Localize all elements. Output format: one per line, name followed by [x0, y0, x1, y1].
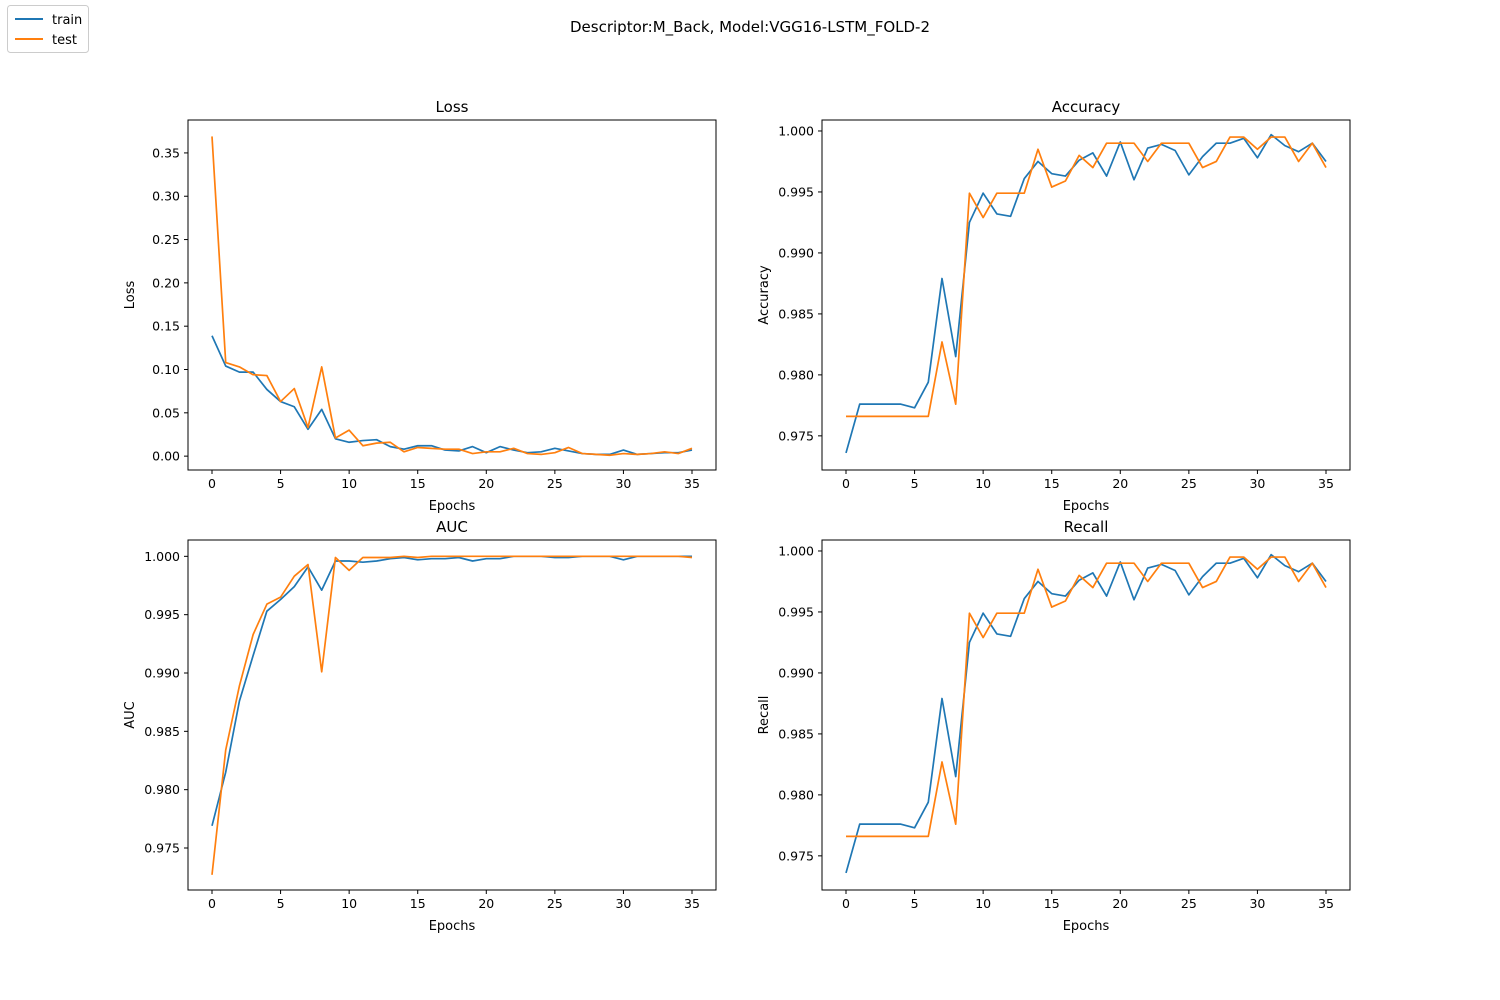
accuracy-series-test-line [846, 136, 1327, 418]
auc-xtick-label: 0 [208, 896, 216, 911]
auc-ytick-label: 0.980 [144, 782, 180, 797]
auc-xtick-label: 25 [547, 896, 563, 911]
loss-ylabel: Loss [123, 281, 138, 310]
auc-axes-frame [187, 539, 717, 891]
recall-ylabel: Recall [757, 696, 772, 735]
recall-xtick-label: 0 [842, 896, 850, 911]
auc-ylabel: AUC [123, 701, 138, 729]
loss-series-train-line [211, 335, 693, 456]
loss-ytick-label: 0.15 [152, 319, 180, 334]
accuracy-ytick-label: 0.985 [778, 306, 814, 321]
auc-xtick-label: 20 [478, 896, 494, 911]
recall-xtick-label: 25 [1181, 896, 1197, 911]
legend-train-label: train [52, 13, 82, 28]
auc-ytick-label: 0.985 [144, 724, 180, 739]
accuracy-xlabel: Epochs [1063, 499, 1110, 514]
accuracy-ytick-label: 0.975 [778, 428, 814, 443]
recall-title: Recall [1064, 518, 1109, 536]
auc-series-test-line [211, 555, 693, 875]
loss-title: Loss [436, 98, 469, 116]
recall-axes-frame [821, 539, 1351, 891]
recall-xtick-label: 35 [1318, 896, 1334, 911]
auc-xtick-label: 5 [277, 896, 285, 911]
accuracy-panel: Accuracy 0 5 10 15 20 25 30 35 0.975 0.980 0.985 0.9… [757, 98, 1351, 514]
legend-test-label: test [52, 33, 77, 48]
recall-ytick-label: 1.000 [778, 543, 814, 558]
auc-xlabel: Epochs [429, 919, 476, 934]
recall-xlabel: Epochs [1063, 919, 1110, 934]
accuracy-ytick-label: 0.990 [778, 245, 814, 260]
loss-ytick-label: 0.00 [152, 449, 180, 464]
legend: train test [7, 5, 89, 53]
accuracy-xtick-label: 20 [1112, 476, 1128, 491]
figure-suptitle: Descriptor:M_Back, Model:VGG16-LSTM_FOLD… [570, 18, 930, 37]
loss-xtick-label: 20 [478, 476, 494, 491]
auc-ytick-label: 0.990 [144, 666, 180, 681]
auc-ytick-label: 0.975 [144, 841, 180, 856]
recall-ytick-label: 0.975 [778, 848, 814, 863]
accuracy-xtick-label: 5 [911, 476, 919, 491]
loss-ytick-label: 0.30 [152, 189, 180, 204]
auc-title: AUC [436, 518, 468, 536]
loss-xtick-label: 35 [684, 476, 700, 491]
loss-axes-frame [187, 119, 717, 471]
recall-xtick-label: 20 [1112, 896, 1128, 911]
recall-panel: Recall 0 5 10 15 20 25 30 35 0.975 0.980 0.985 0.990… [757, 518, 1351, 934]
recall-series-train-line [845, 553, 1327, 874]
accuracy-xtick-label: 30 [1249, 476, 1265, 491]
accuracy-ytick-label: 1.000 [778, 123, 814, 138]
auc-panel: AUC 0 5 10 15 20 25 30 35 0.975 0.980 0.985 0.990 0.9… [123, 518, 717, 934]
loss-ytick-label: 0.10 [152, 362, 180, 377]
loss-xtick-label: 30 [615, 476, 631, 491]
legend-frame [7, 5, 89, 53]
loss-series-test-line [211, 136, 693, 457]
auc-xtick-label: 15 [410, 896, 426, 911]
accuracy-ytick-label: 0.995 [778, 184, 814, 199]
loss-xtick-label: 5 [277, 476, 285, 491]
loss-panel: Loss 0 5 10 15 20 25 30 35 0.00 0.05 0.10 0.15 0.20 0.… [123, 98, 717, 514]
recall-ytick-label: 0.995 [778, 604, 814, 619]
loss-xlabel: Epochs [429, 499, 476, 514]
auc-xtick-label: 10 [341, 896, 357, 911]
auc-ytick-label: 0.995 [144, 607, 180, 622]
recall-xtick-label: 15 [1044, 896, 1060, 911]
loss-xtick-label: 0 [208, 476, 216, 491]
recall-xtick-label: 10 [975, 896, 991, 911]
auc-ytick-label: 1.000 [144, 549, 180, 564]
recall-xtick-label: 30 [1249, 896, 1265, 911]
accuracy-ytick-label: 0.980 [778, 367, 814, 382]
recall-ytick-label: 0.990 [778, 665, 814, 680]
chart-panels: Loss 0 5 10 15 20 25 30 35 0.00 0.05 0.10 0.15 0.20 0.… [123, 98, 1351, 934]
accuracy-xtick-label: 0 [842, 476, 850, 491]
recall-xtick-label: 5 [911, 896, 919, 911]
loss-xtick-label: 25 [547, 476, 563, 491]
auc-xtick-label: 30 [615, 896, 631, 911]
loss-xtick-label: 15 [410, 476, 426, 491]
accuracy-title: Accuracy [1052, 98, 1121, 116]
accuracy-xtick-label: 15 [1044, 476, 1060, 491]
loss-ytick-label: 0.35 [152, 145, 180, 160]
accuracy-axes-frame [821, 119, 1351, 471]
accuracy-xtick-label: 35 [1318, 476, 1334, 491]
accuracy-ylabel: Accuracy [757, 265, 772, 325]
loss-ytick-label: 0.20 [152, 275, 180, 290]
loss-ytick-label: 0.25 [152, 232, 180, 247]
accuracy-xtick-label: 25 [1181, 476, 1197, 491]
auc-xtick-label: 35 [684, 896, 700, 911]
recall-ytick-label: 0.980 [778, 787, 814, 802]
loss-ytick-label: 0.05 [152, 405, 180, 420]
recall-ytick-label: 0.985 [778, 726, 814, 741]
accuracy-series-train-line [845, 133, 1327, 454]
loss-xtick-label: 10 [341, 476, 357, 491]
recall-series-test-line [846, 556, 1327, 838]
accuracy-xtick-label: 10 [975, 476, 991, 491]
